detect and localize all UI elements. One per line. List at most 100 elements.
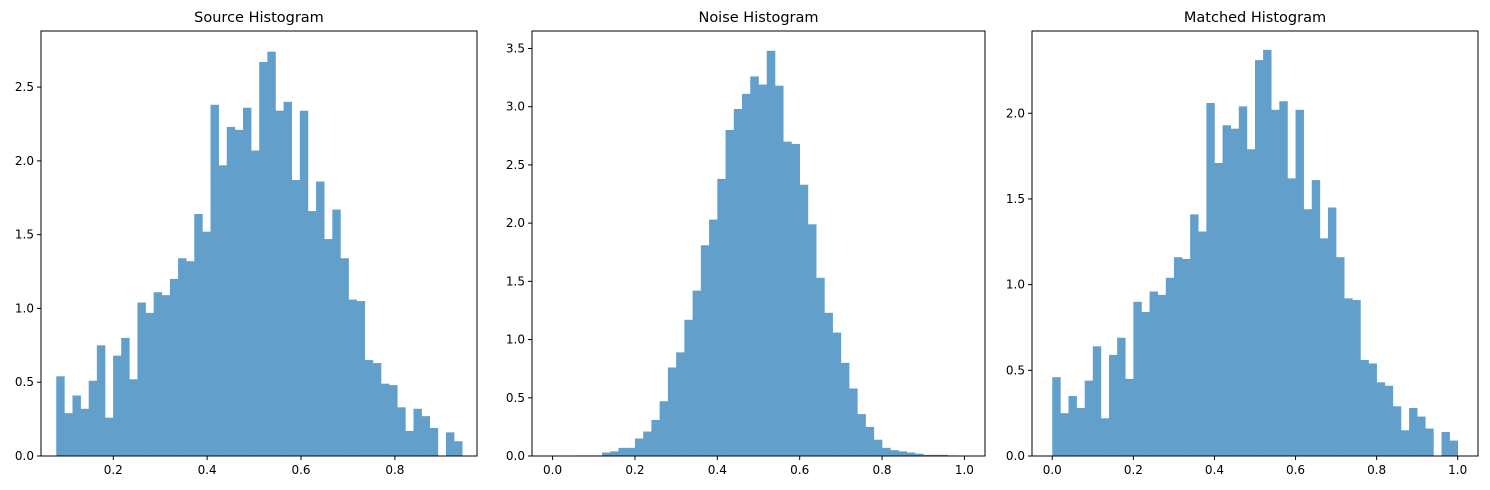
source-histogram-bar xyxy=(113,355,122,456)
matched-histogram-bar xyxy=(1198,231,1207,456)
source-y-tick-label: 0.0 xyxy=(15,449,34,463)
noise-y-tick-label: 0.0 xyxy=(506,449,525,463)
matched-histogram-bar xyxy=(1376,382,1386,456)
source-histogram-bar xyxy=(210,104,219,456)
matched-histogram-bar xyxy=(1255,60,1264,456)
source-histogram-bar xyxy=(364,360,374,456)
noise-histogram-bar xyxy=(659,401,669,456)
noise-histogram-bar xyxy=(832,332,842,456)
matched-y-tick-label: 1.5 xyxy=(1006,192,1025,206)
noise-histogram-bar xyxy=(742,93,751,456)
matched-histogram-bar xyxy=(1060,413,1069,456)
noise-histogram-bar xyxy=(914,453,924,456)
source-histogram-bar xyxy=(64,413,73,456)
matched-chart-title: Matched Histogram xyxy=(1184,10,1326,26)
source-histogram-bar xyxy=(104,417,114,456)
source-histogram-bar xyxy=(421,416,431,456)
noise-chart-title: Noise Histogram xyxy=(698,10,818,26)
noise-histogram-bar xyxy=(766,50,776,456)
noise-histogram-bar xyxy=(676,352,685,456)
source-histogram-bar xyxy=(299,110,309,456)
noise-histogram-bar xyxy=(849,388,858,456)
noise-x-tick-label: 0.6 xyxy=(790,463,809,477)
matched-histogram-bar xyxy=(1417,416,1426,456)
matched-histogram-bar xyxy=(1279,101,1288,456)
source-histogram-bar xyxy=(340,258,349,456)
source-histogram-bar xyxy=(226,126,236,457)
source-histogram-bar xyxy=(218,165,228,457)
matched-histogram-bar xyxy=(1263,49,1272,456)
source-y-tick-label: 1.5 xyxy=(15,228,34,242)
source-histogram-bar xyxy=(291,180,301,457)
source-histogram-bar xyxy=(356,301,366,456)
noise-histogram-bar xyxy=(610,451,619,456)
source-x-tick-label: 0.6 xyxy=(291,463,310,477)
source-histogram-bar xyxy=(80,408,90,456)
noise-y-tick-label: 2.5 xyxy=(506,158,525,172)
matched-x-tick-label: 0.0 xyxy=(1043,463,1062,477)
noise-histogram-bar xyxy=(799,184,809,456)
matched-histogram-bar xyxy=(1384,385,1394,456)
matched-histogram-bar xyxy=(1092,346,1102,456)
source-histogram-bar xyxy=(389,385,398,456)
matched-y-tick-label: 0.5 xyxy=(1006,363,1025,377)
source-histogram-bar xyxy=(332,209,341,456)
matched-histogram-bar xyxy=(1100,418,1110,456)
noise-histogram-panel: 0.0 0.2 0.4 0.6 0.8 1.0 0.0 0.5 1.0 1.5 2.0 2.5 3.0 3… xyxy=(506,10,986,477)
source-histogram-bar xyxy=(413,408,422,456)
matched-histogram-bar xyxy=(1068,396,1077,456)
source-histogram-bar xyxy=(186,261,195,456)
noise-histogram-bar xyxy=(733,109,743,456)
source-axes-frame xyxy=(40,30,478,457)
matched-histogram-bar xyxy=(1222,125,1231,456)
source-histogram-bar xyxy=(429,427,439,456)
matched-histogram-bar xyxy=(1157,294,1167,456)
source-histogram-bar xyxy=(88,380,98,456)
source-histogram-bar xyxy=(381,383,390,456)
source-y-tick-label: 1.0 xyxy=(15,301,34,315)
noise-x-tick-label: 0.4 xyxy=(708,463,727,477)
noise-x-tick-label: 0.0 xyxy=(543,463,562,477)
matched-histogram-bar xyxy=(1352,300,1361,456)
source-histogram-bar xyxy=(445,432,455,456)
matched-histogram-bar xyxy=(1295,109,1304,456)
source-histogram-bar xyxy=(153,292,163,456)
source-y-tick-label: 2.0 xyxy=(15,154,34,168)
source-y-tick-label: 2.5 xyxy=(15,80,34,94)
source-x-tick-label: 0.4 xyxy=(198,463,217,477)
matched-x-tick-label: 0.4 xyxy=(1205,463,1224,477)
matched-histogram-bar xyxy=(1141,312,1150,456)
noise-histogram-bar xyxy=(758,84,768,456)
noise-histogram-bar xyxy=(774,85,784,456)
source-histogram-bar xyxy=(202,231,211,456)
matched-x-tick-label: 1.0 xyxy=(1448,463,1467,477)
noise-histogram-bar xyxy=(882,447,891,456)
matched-histogram-bar xyxy=(1109,354,1118,456)
matched-y-tick-label: 2.0 xyxy=(1006,106,1025,120)
matched-histogram-bar xyxy=(1441,432,1450,456)
matched-histogram-bar xyxy=(1214,162,1223,456)
noise-histogram-bar xyxy=(692,290,702,456)
source-histogram-bar xyxy=(397,407,406,456)
noise-histogram-bar xyxy=(750,76,759,456)
noise-histogram-bar xyxy=(725,129,735,456)
noise-histogram-bar xyxy=(626,447,636,456)
matched-histogram-bar xyxy=(1230,128,1240,456)
matched-histogram-bar xyxy=(1409,408,1418,456)
matched-histogram-bar xyxy=(1400,430,1410,456)
noise-histogram-bar xyxy=(634,438,644,456)
noise-histogram-bar xyxy=(807,224,817,456)
source-histogram-bar xyxy=(161,295,171,456)
noise-histogram-bar xyxy=(618,447,628,456)
noise-x-tick-label: 0.2 xyxy=(625,463,644,477)
source-histogram-panel: 0.2 0.4 0.6 0.8 0.0 0.5 1.0 1.5 2.0 2.5 Source His… xyxy=(15,10,478,477)
matched-histogram-bar xyxy=(1311,180,1321,456)
source-histogram-bar xyxy=(145,312,154,456)
source-histogram-bar xyxy=(169,278,179,456)
noise-y-tick-label: 0.5 xyxy=(506,391,525,405)
noise-axes-frame xyxy=(531,30,986,457)
source-histogram-bar xyxy=(251,150,260,456)
noise-histogram-bar xyxy=(865,426,875,456)
source-x-tick-label: 0.8 xyxy=(385,463,404,477)
